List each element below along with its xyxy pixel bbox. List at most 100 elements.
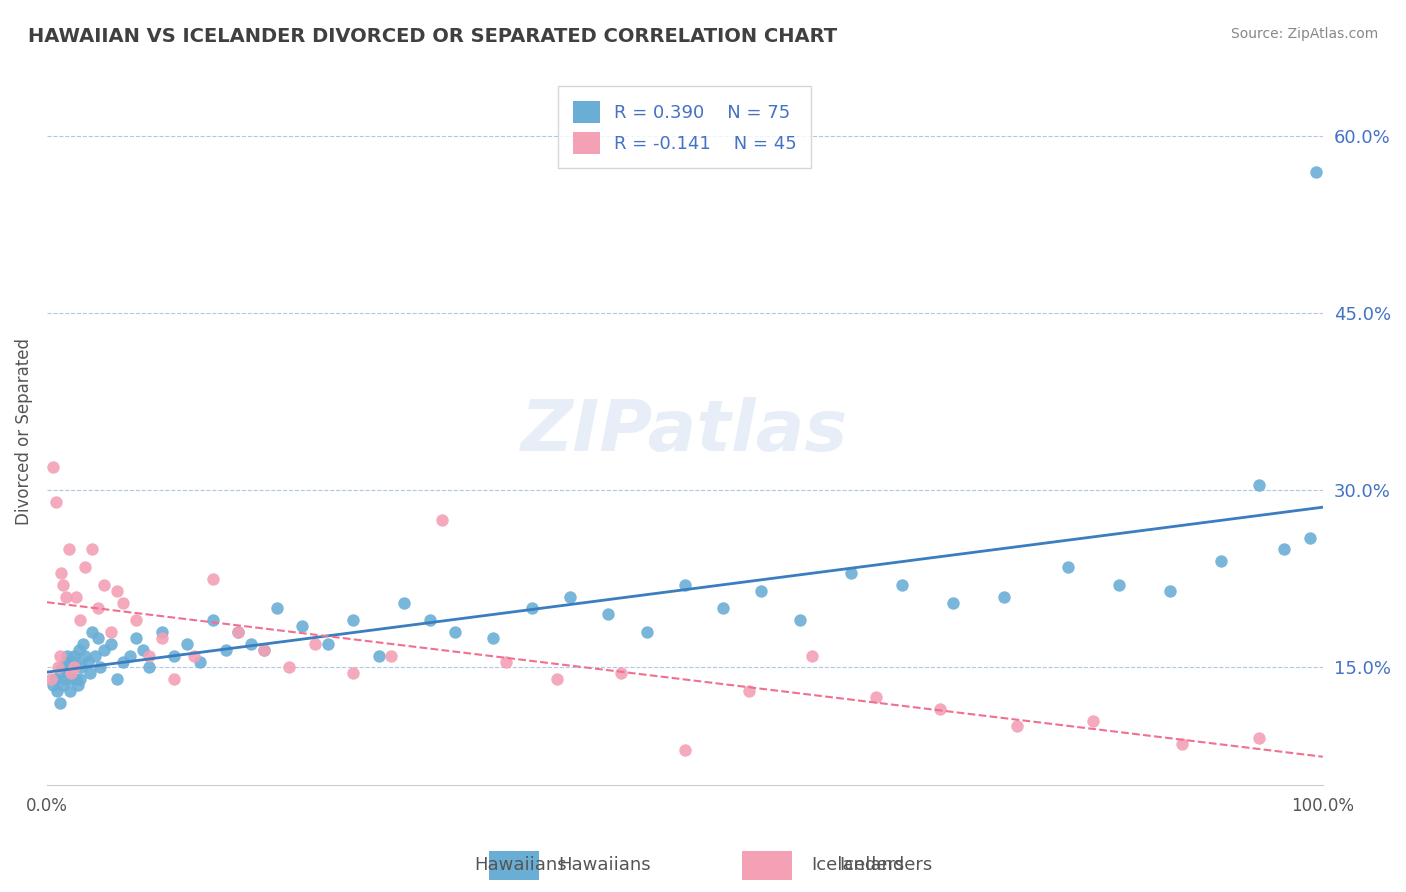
Point xyxy=(62,648,84,663)
Point xyxy=(304,637,326,651)
Point xyxy=(39,672,62,686)
Point xyxy=(84,648,107,663)
Point xyxy=(226,625,249,640)
Point xyxy=(610,666,633,681)
Point xyxy=(100,625,122,640)
Point xyxy=(367,648,389,663)
Y-axis label: Divorced or Separated: Divorced or Separated xyxy=(15,338,32,525)
Point xyxy=(673,743,696,757)
Point xyxy=(65,672,87,686)
Point xyxy=(69,672,91,686)
Point xyxy=(890,578,912,592)
Point xyxy=(342,613,364,627)
Point xyxy=(392,596,415,610)
Point xyxy=(125,613,148,627)
Point xyxy=(87,601,110,615)
Point xyxy=(62,660,84,674)
Point xyxy=(55,590,77,604)
Point xyxy=(929,702,952,716)
Point xyxy=(93,642,115,657)
Point xyxy=(1209,554,1232,568)
Bar xyxy=(742,851,793,880)
Point xyxy=(1108,578,1130,592)
Point xyxy=(131,642,153,657)
Point xyxy=(70,660,93,674)
Point xyxy=(65,590,87,604)
Text: Icelanders: Icelanders xyxy=(839,856,932,874)
Point xyxy=(67,642,90,657)
Point xyxy=(495,655,517,669)
Point xyxy=(58,666,80,681)
Point xyxy=(993,590,1015,604)
Point xyxy=(380,648,402,663)
Bar xyxy=(489,851,540,880)
Legend: R = 0.390    N = 75, R = -0.141    N = 45: R = 0.390 N = 75, R = -0.141 N = 45 xyxy=(558,87,811,169)
Point xyxy=(49,666,72,681)
Point xyxy=(291,619,314,633)
Point xyxy=(66,678,89,692)
Point xyxy=(673,578,696,592)
Point xyxy=(1081,714,1104,728)
Point xyxy=(46,684,69,698)
Point xyxy=(52,678,75,692)
Point xyxy=(342,666,364,681)
Point xyxy=(118,648,141,663)
Point xyxy=(1299,531,1322,545)
Point xyxy=(253,642,276,657)
Point xyxy=(105,672,128,686)
Point xyxy=(53,672,76,686)
Point xyxy=(240,637,263,651)
Point xyxy=(49,566,72,580)
Point xyxy=(316,637,339,651)
Point xyxy=(1005,719,1028,733)
Point xyxy=(56,648,79,663)
Point xyxy=(751,583,773,598)
Point xyxy=(48,648,70,663)
Point xyxy=(75,648,97,663)
Point xyxy=(89,660,111,674)
Point xyxy=(163,672,186,686)
Point xyxy=(44,672,66,686)
Point xyxy=(188,655,211,669)
Point xyxy=(482,631,505,645)
Point xyxy=(266,601,288,615)
Point xyxy=(42,459,65,474)
Point xyxy=(55,655,77,669)
Point xyxy=(138,660,160,674)
Point xyxy=(183,648,205,663)
Point xyxy=(214,642,236,657)
Point xyxy=(72,637,94,651)
Point xyxy=(150,625,173,640)
Point xyxy=(1247,731,1270,746)
Point xyxy=(444,625,467,640)
Point xyxy=(711,601,734,615)
Point xyxy=(52,578,75,592)
Point xyxy=(432,513,454,527)
Point xyxy=(226,625,249,640)
Point xyxy=(546,672,568,686)
Point xyxy=(93,578,115,592)
Point xyxy=(42,678,65,692)
Point xyxy=(1159,583,1181,598)
Point xyxy=(60,666,83,681)
Point xyxy=(253,642,276,657)
Point xyxy=(60,672,83,686)
Point xyxy=(48,696,70,710)
Point xyxy=(60,660,83,674)
Point xyxy=(79,666,101,681)
Point xyxy=(789,613,811,627)
Point xyxy=(1247,477,1270,491)
Point xyxy=(419,613,441,627)
Point xyxy=(1274,542,1296,557)
Point xyxy=(636,625,658,640)
Point xyxy=(75,560,97,574)
Point xyxy=(598,607,620,622)
Point xyxy=(801,648,824,663)
Point xyxy=(1056,560,1078,574)
Point xyxy=(865,690,887,704)
Point xyxy=(1305,165,1327,179)
Point xyxy=(150,631,173,645)
Text: HAWAIIAN VS ICELANDER DIVORCED OR SEPARATED CORRELATION CHART: HAWAIIAN VS ICELANDER DIVORCED OR SEPARA… xyxy=(28,27,837,45)
Point xyxy=(112,655,135,669)
Text: Hawaiians: Hawaiians xyxy=(558,856,651,874)
